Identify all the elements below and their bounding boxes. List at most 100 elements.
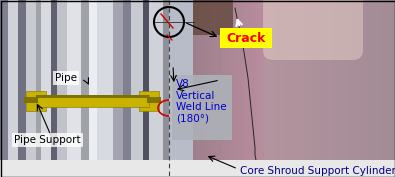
Bar	[223, 0, 227, 160]
Bar	[131, 0, 143, 160]
Bar	[172, 75, 232, 140]
Bar	[18, 0, 26, 160]
Bar	[259, 0, 262, 160]
Bar	[211, 0, 214, 160]
Bar	[324, 0, 328, 160]
Text: Pipe Support: Pipe Support	[14, 135, 81, 145]
Bar	[385, 0, 388, 160]
Bar	[335, 0, 338, 160]
Bar	[36, 95, 149, 107]
Bar	[213, 0, 217, 160]
Bar	[261, 0, 265, 160]
Bar	[8, 0, 18, 160]
Bar	[109, 0, 123, 160]
Bar	[89, 0, 123, 160]
Bar	[113, 0, 123, 160]
Bar	[89, 0, 97, 160]
Bar	[264, 0, 267, 160]
Bar	[372, 0, 376, 160]
Bar	[24, 97, 38, 103]
Bar	[390, 0, 393, 160]
Bar	[143, 0, 149, 160]
Bar	[101, 0, 109, 160]
Bar	[319, 0, 323, 160]
Bar	[284, 0, 288, 160]
Bar	[350, 0, 353, 160]
Bar	[51, 0, 57, 160]
Bar	[387, 0, 391, 160]
Bar	[339, 0, 343, 160]
Bar	[393, 0, 395, 160]
Bar	[317, 0, 320, 160]
Bar	[355, 0, 358, 160]
Text: Crack: Crack	[226, 32, 266, 44]
Bar	[304, 0, 308, 160]
Bar	[239, 0, 242, 160]
Bar	[243, 0, 247, 160]
Bar	[221, 0, 224, 160]
Bar	[382, 0, 386, 160]
Bar	[352, 0, 356, 160]
Bar	[332, 0, 335, 160]
Bar	[365, 0, 368, 160]
Bar	[36, 95, 149, 98]
Bar	[139, 91, 159, 111]
Bar	[266, 0, 270, 160]
Bar	[362, 0, 366, 160]
Bar	[367, 0, 371, 160]
Bar	[123, 0, 131, 160]
Bar	[0, 0, 193, 177]
Bar	[251, 0, 255, 160]
Bar	[203, 0, 207, 160]
Bar	[228, 0, 232, 160]
Bar	[256, 0, 260, 160]
Bar	[292, 0, 295, 160]
Bar	[307, 0, 310, 160]
Bar	[236, 0, 239, 160]
Bar	[375, 0, 378, 160]
FancyBboxPatch shape	[263, 0, 363, 60]
Bar	[147, 97, 161, 103]
Bar	[57, 0, 67, 160]
Text: Pipe: Pipe	[55, 73, 77, 83]
Bar	[216, 0, 219, 160]
Bar	[309, 0, 313, 160]
Bar	[279, 0, 282, 160]
Bar	[322, 0, 325, 160]
Bar	[294, 0, 297, 160]
Bar	[26, 0, 36, 160]
Bar	[81, 0, 89, 160]
Bar	[380, 0, 384, 160]
Bar	[286, 0, 290, 160]
Bar	[370, 0, 373, 160]
Bar	[347, 0, 350, 160]
Bar	[67, 0, 81, 160]
Bar	[193, 0, 197, 160]
Bar	[274, 0, 277, 160]
Bar	[26, 91, 46, 111]
Bar	[314, 0, 318, 160]
Bar	[299, 0, 303, 160]
Bar	[271, 0, 275, 160]
Bar	[220, 28, 272, 48]
Bar	[208, 0, 212, 160]
Bar	[41, 0, 51, 160]
Bar	[269, 0, 272, 160]
Bar	[0, 0, 8, 160]
Bar	[233, 0, 237, 160]
Bar	[312, 0, 315, 160]
Bar	[281, 0, 285, 160]
Bar	[297, 0, 300, 160]
Bar	[149, 0, 163, 160]
Bar	[329, 0, 333, 160]
Bar	[360, 0, 363, 160]
Bar	[377, 0, 381, 160]
Bar	[276, 0, 280, 160]
Bar	[226, 0, 229, 160]
Bar	[196, 0, 199, 160]
Bar	[337, 0, 340, 160]
Text: Core Shroud Support Cylinder: Core Shroud Support Cylinder	[240, 166, 395, 176]
Bar	[342, 0, 346, 160]
Bar	[36, 0, 41, 160]
Bar	[231, 0, 234, 160]
